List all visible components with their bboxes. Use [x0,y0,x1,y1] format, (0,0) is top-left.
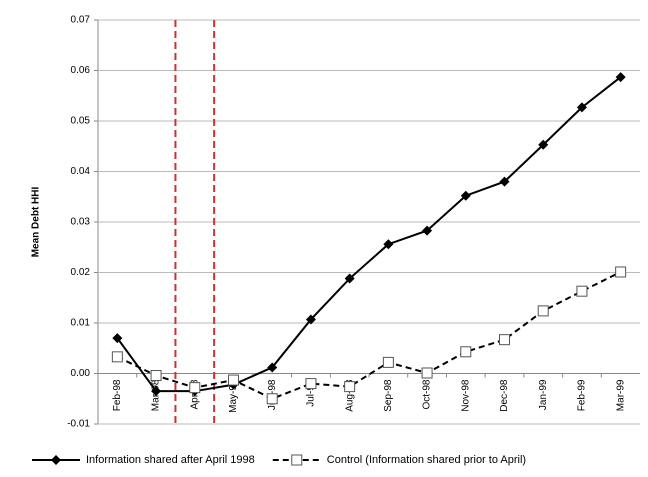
marker [576,285,588,297]
marker [499,176,510,187]
marker [305,378,317,390]
marker [305,314,316,325]
marker [151,386,162,397]
x-tick-label: May-98 [228,379,239,413]
marker [112,333,123,344]
marker [344,381,356,393]
y-axis-label: Mean Debt HHI [31,186,42,257]
y-tick-label: 0.05 [71,116,91,127]
marker [111,351,123,363]
x-tick-label: Aug-98 [344,379,355,412]
marker [228,374,239,386]
marker [189,382,201,394]
y-tick-label: 0.07 [71,15,91,26]
y-tick-label: 0.04 [71,166,91,177]
marker [460,190,471,201]
x-tick-label: Feb-99 [577,379,588,411]
series-line [116,76,622,393]
legend-label: Information shared after April 1998 [86,454,255,466]
y-tick-label: 0.01 [71,318,91,329]
marker [382,356,394,368]
marker [538,139,549,150]
marker [422,225,433,236]
x-tick-label: Mar-99 [615,379,626,411]
marker [421,367,433,379]
marker [383,239,394,250]
y-tick-label: 0.00 [71,368,91,379]
marker [576,102,587,113]
legend-marker [51,455,61,465]
x-tick-label: Jul-98 [306,379,317,407]
y-tick-label: 0.03 [71,217,91,228]
x-tick-label: Feb-98 [112,379,123,411]
x-tick-label: Nov-98 [460,379,471,412]
y-tick-label: -0.01 [67,419,90,430]
x-tick-label: Jan-99 [538,379,549,410]
marker [615,72,626,83]
legend-marker [291,454,303,466]
marker [499,334,510,346]
marker [267,362,278,373]
marker [266,393,278,405]
series-line [116,271,622,400]
x-tick-label: Dec-98 [499,379,510,412]
y-tick-label: 0.02 [71,267,91,278]
legend-label: Control (Information shared prior to Apr… [327,454,526,466]
marker [460,346,472,358]
marker [344,273,355,284]
x-tick-label: Sep-98 [383,379,394,412]
x-tick-label: Oct-98 [422,379,433,409]
marker [615,266,627,278]
y-tick-label: 0.06 [71,65,91,76]
marker [150,370,162,382]
marker [537,305,549,317]
